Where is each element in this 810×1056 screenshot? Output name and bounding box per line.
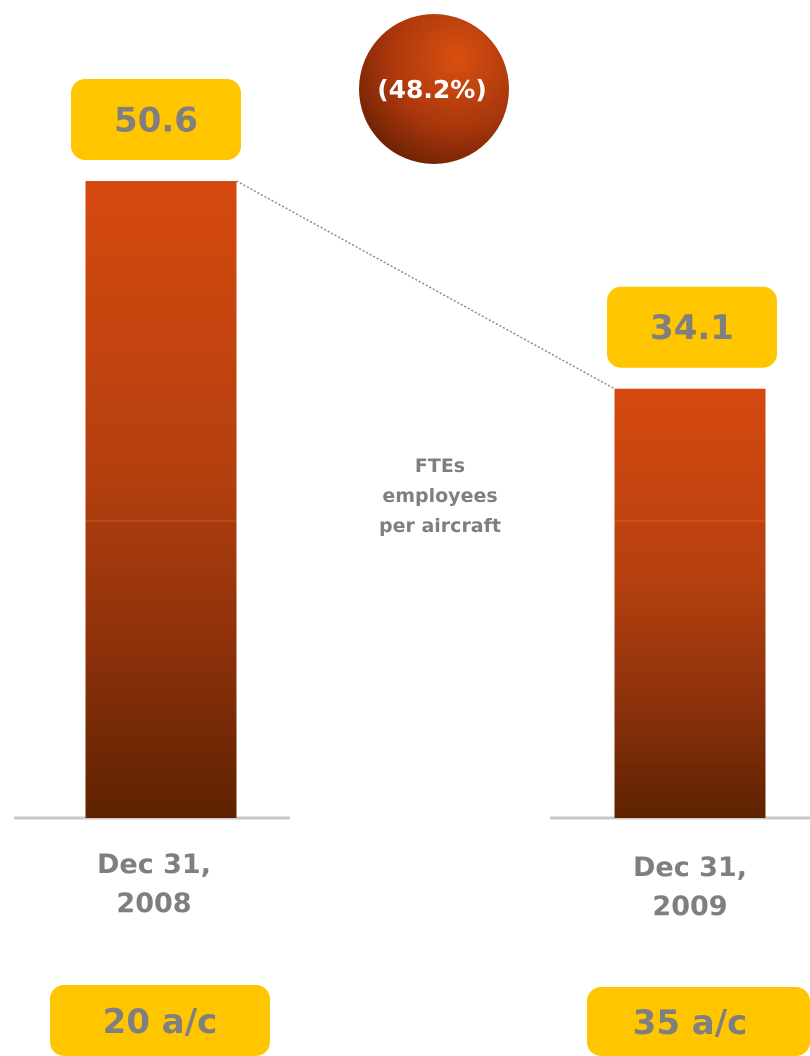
category-label-2009-line-2: 2009 (652, 891, 727, 922)
value-labels-layer: 50.6 34.1 (71, 79, 777, 368)
value-label-1: 34.1 (650, 308, 734, 348)
center-label-line-3: per aircraft (379, 515, 501, 537)
connector-line (236, 180, 615, 390)
bar-0 (85, 181, 237, 818)
aircraft-text-2008: 20 a/c (103, 1002, 218, 1042)
aircraft-box-2008 (50, 985, 270, 1056)
category-label-2008-line-1: Dec 31, (97, 849, 211, 880)
category-label-2008-line-2: 2008 (116, 888, 191, 919)
aircraft-box-2009 (587, 987, 810, 1056)
bars-layer (85, 181, 766, 818)
value-label-box-0 (71, 79, 241, 160)
center-label: FTEs employees per aircraft (379, 455, 501, 537)
category-labels: Dec 31, 2008 Dec 31, 2009 (97, 849, 747, 922)
value-label-0: 50.6 (114, 101, 198, 141)
value-label-box-1 (607, 286, 777, 368)
change-bubble: (48.2%) (359, 14, 509, 164)
category-label-2009-line-1: Dec 31, (633, 852, 747, 883)
aircraft-label-2008: 20 a/c (50, 985, 270, 1056)
center-label-line-2: employees (382, 485, 497, 507)
aircraft-label-2009: 35 a/c (587, 987, 810, 1056)
change-bubble-circle (359, 14, 509, 164)
change-label: (48.2%) (377, 75, 487, 104)
aircraft-text-2009: 35 a/c (633, 1003, 748, 1043)
bar-1 (614, 388, 766, 818)
center-label-line-1: FTEs (415, 455, 465, 477)
